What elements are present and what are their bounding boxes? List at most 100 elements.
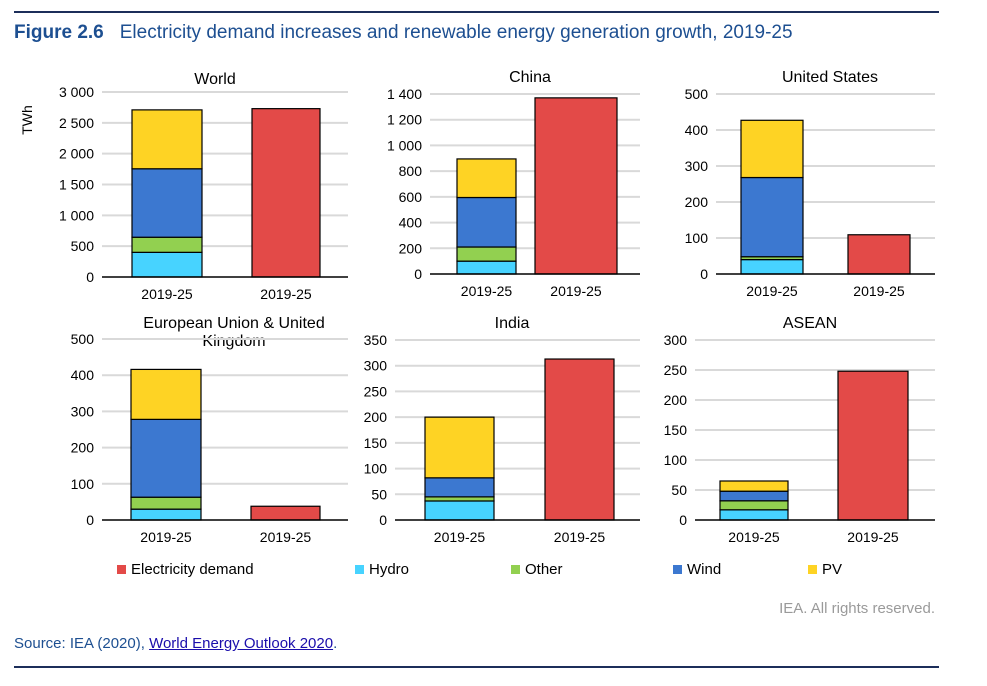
y-tick-label: 50: [671, 482, 687, 498]
bar-segment-hydro: [424, 500, 495, 521]
bar-electricity-demand: [837, 370, 909, 521]
y-tick-label: 150: [364, 435, 388, 451]
bar-segment-other: [456, 246, 517, 262]
bar-segment-wind: [130, 418, 202, 498]
bottom-rule: [14, 666, 939, 668]
y-tick-label: 1 000: [387, 137, 422, 153]
y-tick-label: 0: [379, 512, 387, 528]
panel-title: European Union & United Kingdom: [143, 315, 324, 350]
y-tick-label: 3 000: [59, 84, 94, 100]
y-tick-label: 500: [71, 331, 95, 347]
legend-swatch: [511, 565, 520, 574]
y-tick-label: 200: [685, 194, 709, 210]
y-tick-label: 350: [364, 332, 388, 348]
y-tick-label: 0: [414, 266, 422, 282]
x-tick-label: 2019-25: [853, 283, 905, 299]
figure-number: Figure 2.6: [14, 22, 104, 43]
figure-title: Figure 2.6 Electricity demand increases a…: [14, 22, 793, 44]
bar-segment-wind: [719, 490, 789, 502]
y-tick-label: 0: [86, 512, 94, 528]
y-tick-label: 1 500: [59, 177, 94, 193]
y-tick-label: 200: [664, 392, 688, 408]
bar-electricity-demand: [544, 358, 615, 521]
bar-segment-pv: [424, 416, 495, 479]
y-tick-label: 300: [71, 403, 95, 419]
x-tick-label: 2019-25: [434, 529, 486, 545]
panel-title: China: [509, 69, 551, 86]
bar-segment-other: [131, 236, 203, 253]
y-tick-label: 200: [71, 440, 95, 456]
bar-segment-wind: [424, 477, 495, 498]
top-rule: [14, 11, 939, 13]
x-tick-label: 2019-25: [728, 529, 780, 545]
y-tick-label: 250: [664, 362, 688, 378]
y-tick-label: 0: [86, 269, 94, 285]
y-tick-label: 800: [399, 163, 423, 179]
bar-segment-hydro: [719, 509, 789, 521]
bar-segment-other: [719, 500, 789, 511]
bar-segment-hydro: [130, 508, 202, 521]
source-note: Source: IEA (2020), World Energy Outlook…: [14, 635, 337, 652]
bar-segment-other: [424, 496, 495, 502]
y-tick-label: 500: [685, 86, 709, 102]
y-tick-label: 250: [364, 383, 388, 399]
x-tick-label: 2019-25: [260, 529, 312, 545]
x-tick-label: 2019-25: [746, 283, 798, 299]
y-tick-label: 300: [364, 358, 388, 374]
bar-segment-pv: [130, 368, 202, 420]
panel-title: India: [495, 315, 530, 332]
y-tick-label: 1 000: [59, 207, 94, 223]
y-tick-label: 2 000: [59, 146, 94, 162]
legend-label: Wind: [687, 561, 722, 578]
y-tick-label: 400: [685, 122, 709, 138]
bar-electricity-demand: [847, 234, 911, 275]
y-tick-label: 150: [664, 422, 688, 438]
y-tick-label: 400: [71, 367, 95, 383]
y-tick-label: 100: [685, 230, 709, 246]
y-tick-label: 400: [399, 215, 423, 231]
source-suffix: .: [333, 635, 338, 652]
copyright-note: IEA. All rights reserved.: [779, 600, 935, 617]
legend-swatch: [355, 565, 364, 574]
source-prefix: Source: IEA (2020),: [14, 635, 150, 652]
y-tick-label: 600: [399, 189, 423, 205]
bar-segment-pv: [131, 109, 203, 170]
x-tick-label: 2019-25: [140, 529, 192, 545]
bar-segment-wind: [456, 196, 517, 248]
y-tick-label: 1 400: [387, 86, 422, 102]
legend-item: Hydro: [355, 561, 409, 578]
legend-swatch: [673, 565, 682, 574]
y-tick-label: 50: [371, 486, 387, 502]
x-tick-label: 2019-25: [554, 529, 606, 545]
legend-label: Electricity demand: [131, 561, 254, 578]
bar-electricity-demand: [250, 505, 321, 521]
bar-electricity-demand: [251, 108, 321, 278]
bar-segment-other: [130, 496, 202, 510]
y-tick-label: 1 200: [387, 112, 422, 128]
legend-item: Electricity demand: [117, 561, 254, 578]
bar-segment-hydro: [740, 259, 804, 275]
bar-segment-pv: [456, 158, 517, 199]
bar-segment-pv: [719, 480, 789, 492]
bar-segment-hydro: [456, 260, 517, 275]
legend-label: PV: [822, 561, 843, 578]
source-link[interactable]: World Energy Outlook 2020: [149, 635, 334, 652]
bar-segment-hydro: [131, 251, 203, 278]
bar-segment-pv: [740, 119, 804, 179]
legend-label: Other: [525, 561, 563, 578]
panel-title: World: [194, 71, 236, 88]
x-tick-label: 2019-25: [550, 283, 602, 299]
x-tick-label: 2019-25: [461, 283, 513, 299]
x-tick-label: 2019-25: [141, 286, 193, 302]
bar-electricity-demand: [534, 97, 618, 275]
y-tick-label: 200: [364, 409, 388, 425]
y-axis-label: TWh: [19, 105, 35, 135]
legend-swatch: [808, 565, 817, 574]
legend-item: PV: [808, 561, 842, 578]
y-tick-label: 100: [664, 452, 688, 468]
bar-segment-wind: [740, 176, 804, 258]
y-tick-label: 500: [71, 238, 95, 254]
y-tick-label: 100: [71, 476, 95, 492]
